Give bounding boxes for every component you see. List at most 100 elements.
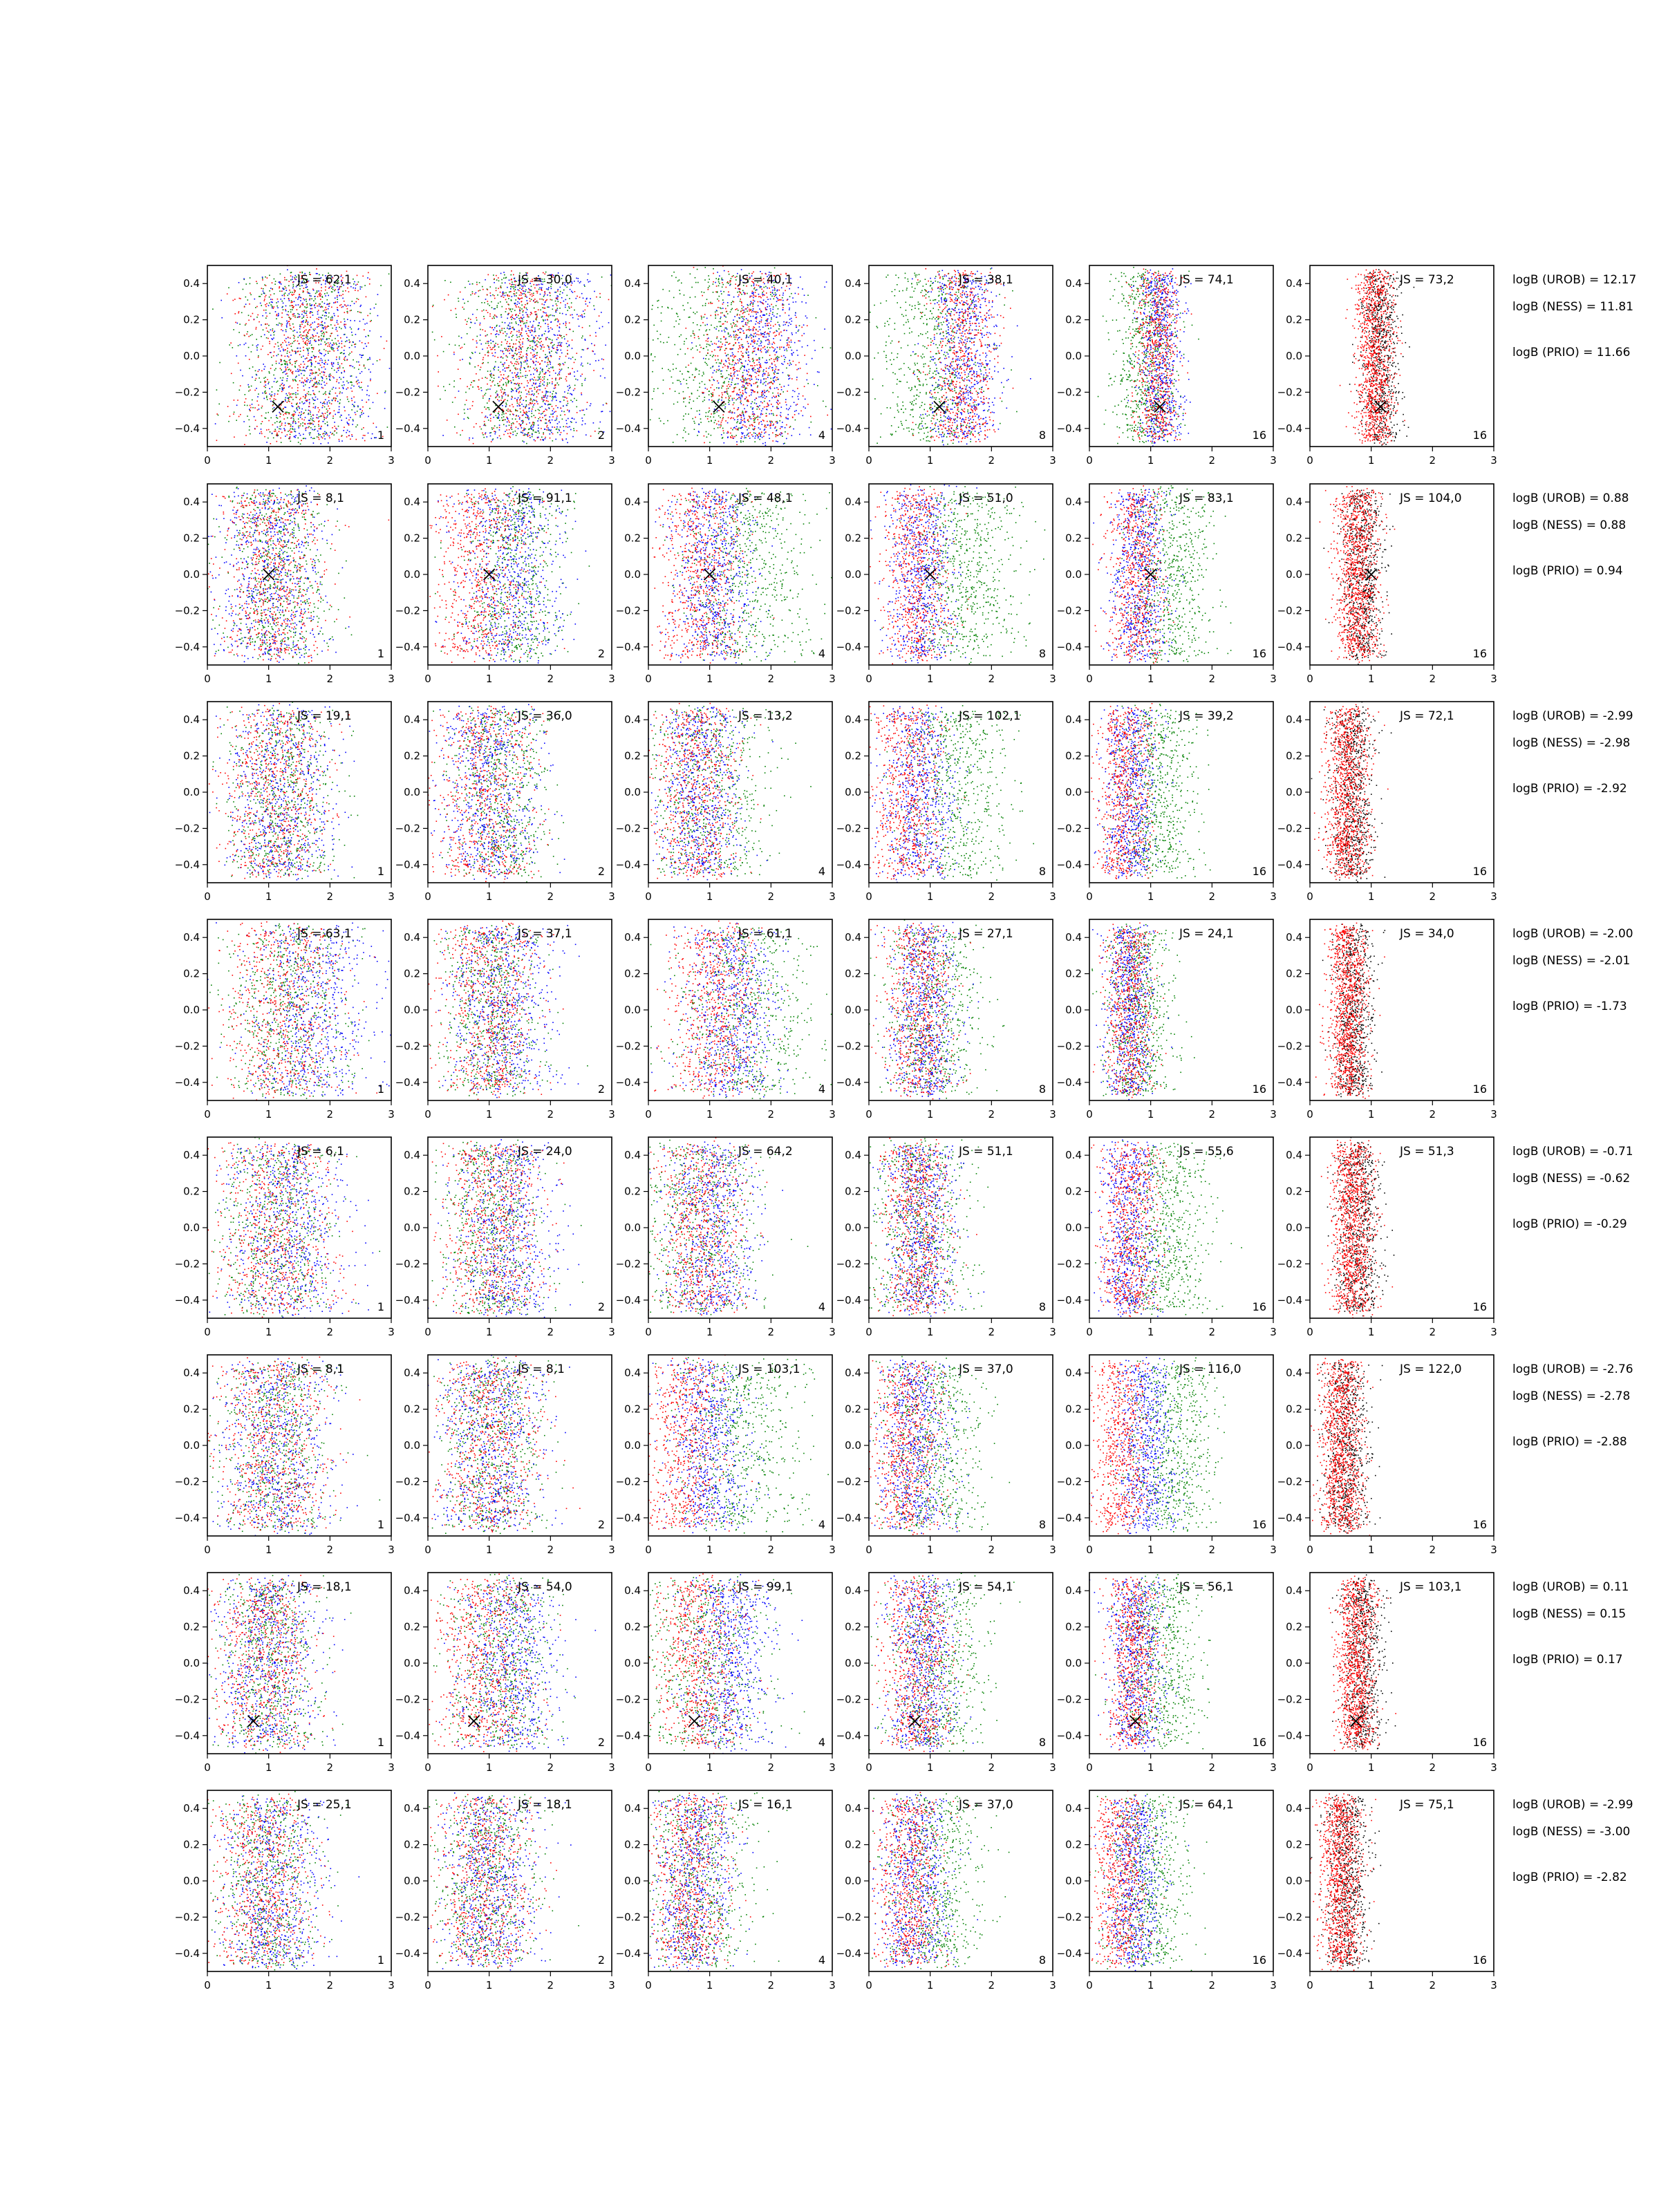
scatter-point: [741, 317, 742, 318]
scatter-point: [336, 381, 337, 382]
scatter-point: [272, 289, 273, 290]
scatter-point: [301, 314, 303, 315]
scatter-point: [559, 294, 561, 295]
scatter-point: [663, 393, 664, 395]
scatter-point: [350, 375, 351, 377]
scatter-point: [552, 420, 553, 421]
scatter-point: [261, 429, 262, 430]
scatter-point: [292, 309, 293, 310]
scatter-point: [319, 409, 320, 411]
scatter-point: [519, 405, 521, 406]
scatter-point: [327, 415, 328, 416]
scatter-point: [343, 430, 344, 431]
scatter-point: [596, 339, 597, 341]
scatter-point: [542, 316, 543, 317]
scatter-point: [269, 341, 270, 342]
scatter-point: [509, 295, 510, 297]
scatter-point: [714, 370, 715, 371]
scatter-point: [501, 356, 503, 357]
scatter-point: [776, 421, 778, 422]
scatter-point: [746, 337, 747, 339]
scatter-point: [324, 433, 325, 434]
scatter-point: [562, 313, 563, 315]
scatter-point: [663, 379, 664, 381]
scatter-point: [762, 375, 764, 377]
scatter-point: [290, 275, 292, 276]
scatter-point: [268, 338, 269, 339]
scatter-point: [718, 415, 720, 417]
scatter-point: [542, 417, 543, 418]
scatter-point: [317, 296, 319, 297]
scatter-point: [295, 305, 297, 306]
scatter-point: [279, 429, 280, 430]
scatter-point: [717, 272, 718, 273]
scatter-point: [740, 440, 742, 442]
scatter-point: [310, 418, 312, 420]
scatter-point: [668, 337, 670, 338]
scatter-point: [325, 433, 326, 435]
scatter-point: [643, 286, 644, 288]
scatter-point: [321, 325, 323, 326]
scatter-point: [558, 337, 559, 339]
scatter-point: [561, 377, 562, 379]
scatter-point: [300, 350, 301, 352]
scatter-point: [526, 322, 527, 324]
scatter-point: [590, 335, 591, 337]
scatter-point: [516, 400, 518, 401]
scatter-point: [538, 309, 539, 310]
scatter-point: [598, 360, 599, 362]
scatter-point: [542, 413, 543, 414]
scatter-point: [312, 373, 313, 375]
scatter-point: [505, 292, 507, 294]
scatter-point: [518, 376, 520, 377]
scatter-point: [751, 392, 753, 393]
scatter-point: [553, 409, 554, 410]
scatter-point: [651, 409, 653, 411]
scatter-point: [515, 289, 516, 290]
scatter-point: [705, 267, 706, 268]
scatter-point: [350, 310, 352, 311]
scatter-point: [521, 357, 523, 359]
scatter-point: [286, 380, 288, 382]
scatter-point: [304, 330, 306, 332]
scatter-point: [283, 428, 285, 429]
scatter-point: [350, 320, 351, 321]
scatter-point: [547, 306, 548, 308]
scatter-point: [644, 380, 645, 382]
scatter-point: [517, 301, 518, 303]
scatter-point: [312, 373, 313, 374]
scatter-point: [570, 400, 572, 401]
scatter-point: [555, 384, 556, 386]
scatter-point: [570, 329, 571, 330]
scatter-point: [513, 379, 514, 381]
scatter-point: [512, 413, 514, 415]
scatter-point: [709, 359, 710, 360]
scatter-point: [433, 305, 434, 306]
scatter-point: [494, 346, 496, 347]
scatter-point: [504, 368, 505, 369]
scatter-point: [326, 394, 327, 395]
scatter-point: [588, 281, 590, 283]
scatter-point: [486, 389, 487, 391]
scatter-point: [327, 299, 328, 301]
scatter-point: [746, 411, 747, 413]
scatter-point: [357, 290, 359, 292]
scatter-point: [250, 283, 251, 285]
scatter-point: [319, 294, 320, 295]
scatter-point: [351, 434, 353, 435]
scatter-point: [258, 404, 259, 406]
scatter-point: [305, 313, 306, 315]
scatter-point: [266, 442, 268, 443]
scatter-point: [529, 428, 531, 429]
scatter-point: [321, 324, 323, 326]
scatter-point: [522, 288, 523, 289]
scatter-point: [477, 309, 478, 310]
scatter-point: [770, 422, 771, 423]
scatter-point: [327, 364, 328, 365]
scatter-point: [310, 308, 312, 310]
scatter-point: [539, 389, 541, 391]
scatter-point: [288, 293, 290, 294]
scatter-point: [673, 404, 675, 405]
scatter-point: [493, 368, 494, 369]
scatter-point: [290, 434, 291, 435]
